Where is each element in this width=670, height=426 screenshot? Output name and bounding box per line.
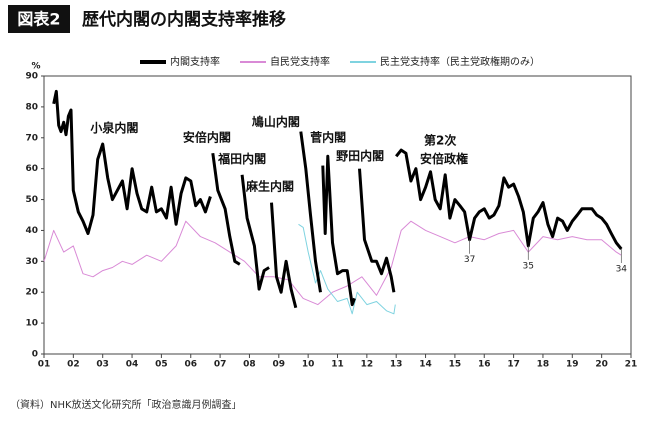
x-tick-label: 05 xyxy=(155,360,168,370)
annotation: 鳩山内閣 xyxy=(252,114,300,129)
annotation: 安倍政権 xyxy=(420,151,468,166)
x-tick-label: 04 xyxy=(126,360,139,370)
badge: 図表2 xyxy=(17,10,60,29)
y-axis-label: % xyxy=(31,62,40,72)
annotation: 野田内閣 xyxy=(336,148,384,163)
legend-label: 内閣支持率 xyxy=(170,55,220,68)
y-tick-label: 0 xyxy=(32,350,38,360)
x-tick-label: 17 xyxy=(507,360,520,370)
x-tick-label: 09 xyxy=(273,360,286,370)
x-tick-label: 15 xyxy=(449,360,462,370)
y-tick-label: 10 xyxy=(25,319,38,329)
x-tick-label: 03 xyxy=(96,360,109,370)
x-tick-label: 10 xyxy=(302,360,315,370)
y-tick-label: 60 xyxy=(25,164,38,174)
y-tick-label: 90 xyxy=(25,72,38,82)
annotation: 菅内閣 xyxy=(310,129,346,144)
point-label: 34 xyxy=(616,264,628,274)
annotation: 第2次 xyxy=(424,132,456,147)
y-tick-label: 20 xyxy=(25,288,38,298)
x-tick-label: 08 xyxy=(243,360,256,370)
series-line xyxy=(52,89,623,309)
x-tick-label: 06 xyxy=(184,360,197,370)
x-tick-label: 07 xyxy=(214,360,227,370)
series-line xyxy=(298,223,396,315)
x-tick-label: 01 xyxy=(38,360,51,370)
y-tick-label: 80 xyxy=(25,102,38,112)
x-tick-label: 14 xyxy=(419,360,432,370)
x-tick-label: 18 xyxy=(537,360,550,370)
x-tick-label: 21 xyxy=(625,360,638,370)
x-tick-label: 02 xyxy=(67,360,80,370)
x-tick-label: 20 xyxy=(595,360,608,370)
y-tick-label: 30 xyxy=(25,257,38,267)
y-tick-label: 70 xyxy=(25,133,38,143)
legend-label: 自民党支持率 xyxy=(270,55,330,68)
annotation: 麻生内閣 xyxy=(245,179,294,194)
plot-frame xyxy=(43,75,632,355)
x-tick-label: 19 xyxy=(566,360,579,370)
badge-bg xyxy=(8,5,70,33)
annotation: 福田内閣 xyxy=(217,151,266,166)
x-tick-label: 16 xyxy=(478,360,491,370)
annotation: 小泉内閣 xyxy=(90,120,138,135)
point-label: 35 xyxy=(523,261,534,271)
point-label: 37 xyxy=(464,255,475,265)
source: （資料）NHK放送文化研究所「政治意識月例調査」 xyxy=(10,398,242,411)
chart-title: 歴代内閣の内閣支持率推移 xyxy=(82,9,286,30)
x-tick-label: 13 xyxy=(390,360,403,370)
legend-label: 民主党支持率（民主党政権期のみ） xyxy=(380,55,540,68)
y-tick-label: 40 xyxy=(25,226,38,236)
x-tick-label: 11 xyxy=(331,360,344,370)
series-line xyxy=(43,220,622,306)
annotation: 安倍内閣 xyxy=(183,129,231,144)
y-tick-label: 50 xyxy=(25,195,38,205)
x-tick-label: 12 xyxy=(361,360,374,370)
